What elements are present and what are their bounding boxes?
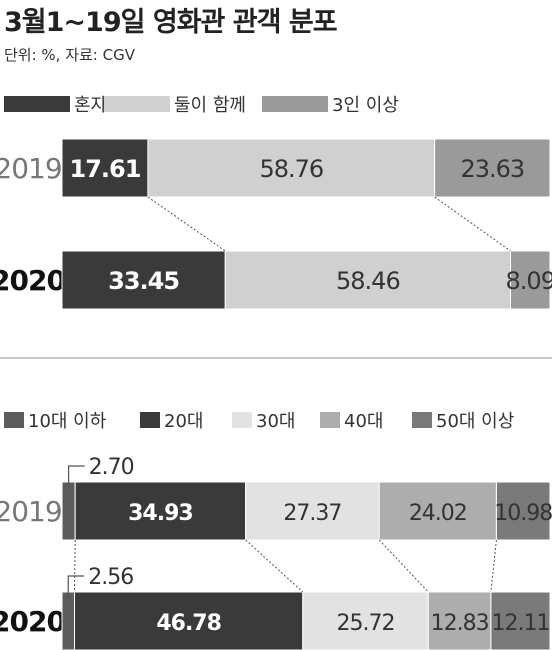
legend-swatch <box>262 96 328 112</box>
data-label: 8.09 <box>506 267 552 295</box>
bar-segment <box>510 250 551 310</box>
legend-label: 혼자 <box>74 95 108 116</box>
data-label: 27.37 <box>283 501 341 526</box>
year-label: 2019 <box>0 152 62 185</box>
legend-swatch <box>232 412 252 428</box>
legend-label: 3인 이상 <box>332 95 399 116</box>
connector-line <box>490 539 497 593</box>
data-label: 12.11 <box>491 611 549 636</box>
data-label: 24.02 <box>409 501 467 526</box>
legend-swatch <box>412 412 432 428</box>
legend-swatch <box>320 412 340 428</box>
year-label: 2020 <box>0 605 65 638</box>
legend-swatch <box>4 96 70 112</box>
data-label: 2.70 <box>89 455 134 480</box>
connector-line <box>434 196 511 252</box>
legend-swatch <box>4 412 24 428</box>
bar-segment <box>245 481 380 541</box>
data-label: 12.83 <box>431 611 489 636</box>
bar-segment <box>61 250 226 310</box>
bar-segment <box>434 138 551 198</box>
legend-label: 40대 <box>344 411 383 432</box>
data-label: 58.76 <box>259 155 323 183</box>
data-label: 17.61 <box>70 155 141 183</box>
legend-label: 20대 <box>164 411 203 432</box>
bar-segment <box>74 481 247 541</box>
connector-line <box>378 539 429 593</box>
legend-label: 둘이 함께 <box>174 95 246 116</box>
bar-segment <box>495 481 551 541</box>
bar-segment <box>73 591 304 650</box>
bar-segment <box>378 481 497 541</box>
leader-line <box>67 575 85 598</box>
bar-segment <box>224 250 512 310</box>
connector-line <box>245 539 304 593</box>
data-label: 25.72 <box>337 611 395 636</box>
data-label: 58.46 <box>336 267 400 295</box>
legend-swatch <box>104 96 170 112</box>
data-label: 46.78 <box>156 611 221 636</box>
bar-segment <box>61 591 75 650</box>
bar-segment <box>427 591 492 650</box>
bar-segment <box>302 591 429 650</box>
year-label: 2019 <box>0 495 62 528</box>
data-label: 2.56 <box>88 565 133 590</box>
bar-segment <box>490 591 551 650</box>
chart-source: 단위: %, 자료: CGV <box>4 46 135 64</box>
legend-swatch <box>140 412 160 428</box>
data-label: 10.98 <box>494 501 552 526</box>
connector-line <box>147 196 226 252</box>
data-label: 34.93 <box>128 501 193 526</box>
chart-title: 3월1~19일 영화관 관객 분포 <box>4 7 338 38</box>
legend-label: 50대 이상 <box>436 411 514 432</box>
bar-segment <box>61 138 149 198</box>
year-label: 2020 <box>0 264 65 297</box>
legend-label: 10대 이하 <box>28 411 107 432</box>
leader-line <box>67 465 85 488</box>
connector-line <box>73 539 76 593</box>
bar-segment <box>61 481 76 541</box>
legend-label: 30대 <box>256 411 295 432</box>
data-label: 33.45 <box>108 267 179 295</box>
data-label: 23.63 <box>460 155 524 183</box>
